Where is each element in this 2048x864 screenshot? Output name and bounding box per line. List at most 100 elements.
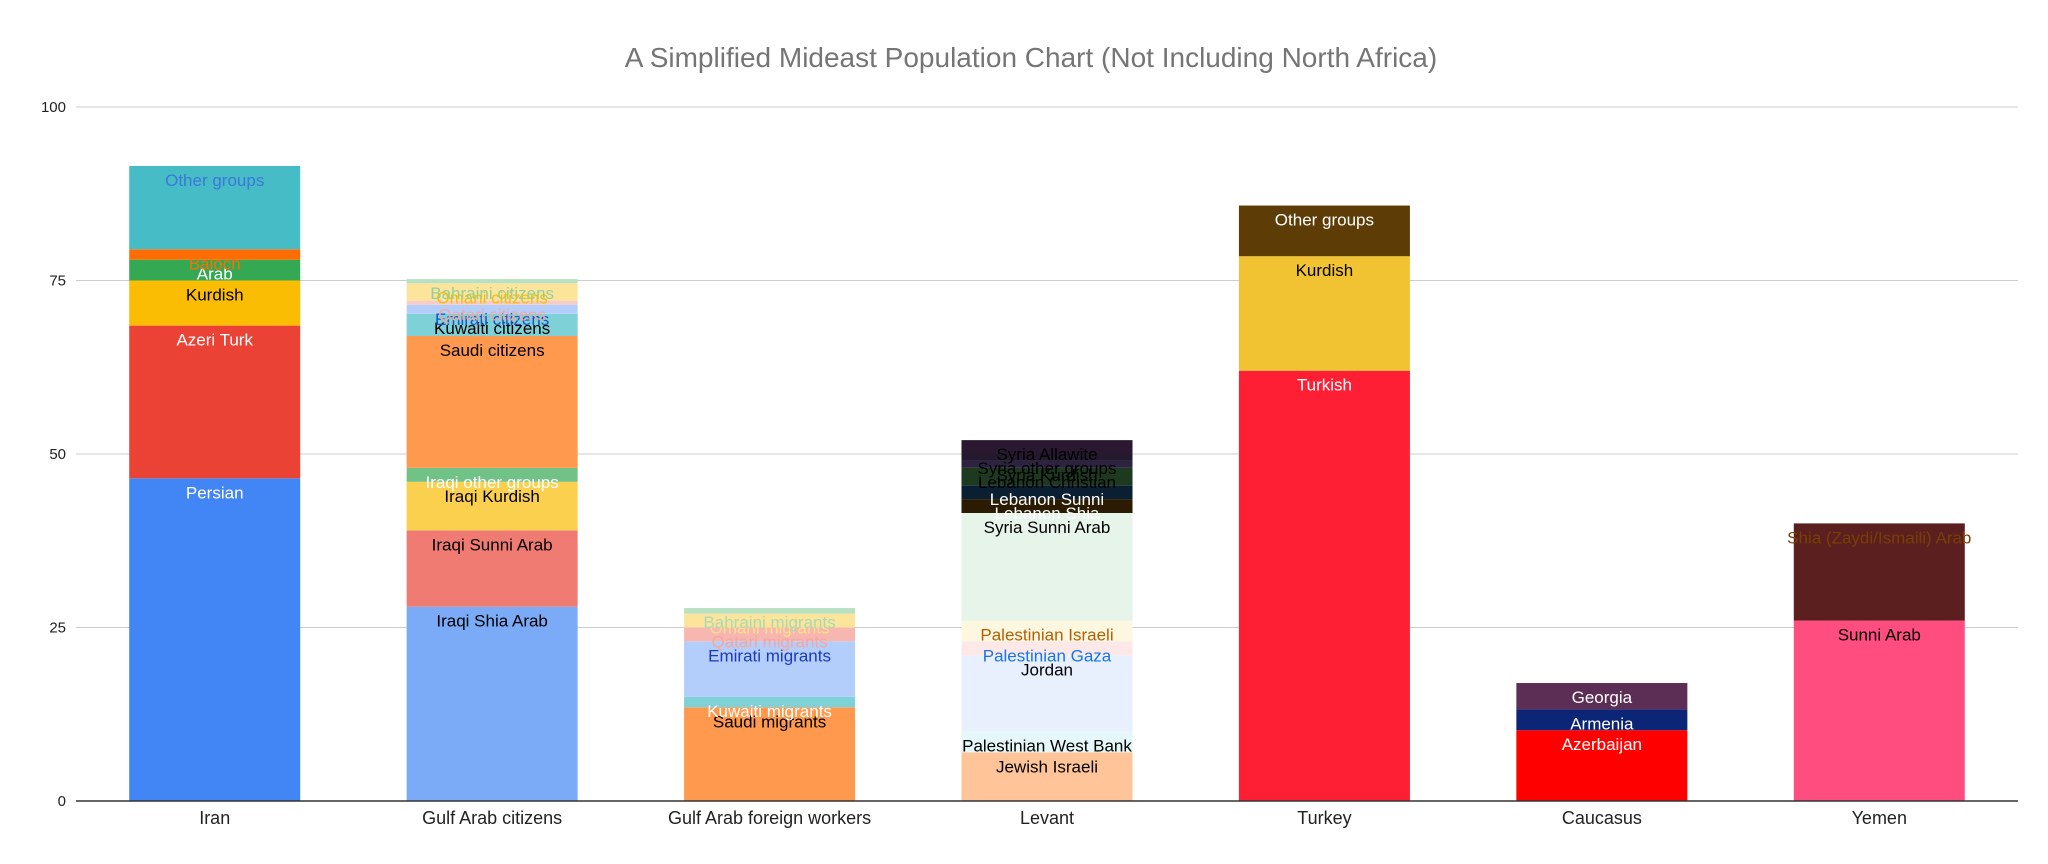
bar-segment bbox=[961, 620, 1133, 642]
bar-segment bbox=[961, 731, 1133, 753]
bar-segment bbox=[961, 467, 1133, 486]
segment-label: Bahraini migrants bbox=[703, 613, 835, 632]
segment-label: Palestinian West Bank bbox=[962, 737, 1132, 756]
bar-segment bbox=[406, 467, 578, 482]
chart-title: A Simplified Mideast Population Chart (N… bbox=[625, 42, 1437, 73]
y-tick-label: 0 bbox=[58, 793, 66, 810]
bar-segment bbox=[961, 655, 1133, 732]
x-tick-label: Iran bbox=[199, 808, 230, 828]
segment-label: Shia (Zaydi/Ismaili) Arab bbox=[1787, 528, 1971, 547]
x-tick-label: Gulf Arab foreign workers bbox=[668, 808, 871, 828]
segment-label: Persian bbox=[186, 483, 244, 502]
bar-segment bbox=[961, 512, 1133, 621]
bar-stack bbox=[684, 608, 856, 801]
segment-label: Saudi citizens bbox=[440, 341, 545, 360]
segment-label: Kuwaiti migrants bbox=[707, 702, 832, 721]
bar-segment bbox=[129, 325, 301, 479]
bar-segment bbox=[961, 641, 1133, 656]
bar-segment bbox=[129, 259, 301, 281]
bar-segment bbox=[406, 300, 578, 305]
bar-segment bbox=[406, 336, 578, 468]
bar-segment bbox=[684, 707, 856, 801]
segment-label: Emirati migrants bbox=[708, 646, 831, 665]
segment-label: Other groups bbox=[165, 171, 264, 190]
bar-segment bbox=[961, 454, 1133, 461]
segment-label: Bahraini citizens bbox=[430, 284, 554, 303]
axes: 0 25 50 75 100 Iran Gulf Arab citizens Gulf Ara… bbox=[41, 99, 2018, 828]
segment-label: Syria Kurdish bbox=[996, 466, 1097, 485]
bar-segment bbox=[961, 460, 1133, 468]
segment-label: Omani migrants bbox=[710, 619, 830, 638]
x-tick-label: Gulf Arab citizens bbox=[422, 808, 562, 828]
bar-segment bbox=[1238, 205, 1410, 257]
bar-segment bbox=[684, 627, 856, 642]
bar-segment bbox=[684, 641, 856, 697]
x-tick-label: Levant bbox=[1020, 808, 1074, 828]
segment-label: Other groups bbox=[1275, 211, 1374, 230]
segment-label: Lebanon Sunni bbox=[990, 490, 1104, 509]
segment-label: Azerbaijan bbox=[1562, 735, 1642, 754]
bar-segment bbox=[684, 613, 856, 628]
bar-segment bbox=[129, 478, 301, 801]
segment-label: Sunni Arab bbox=[1838, 626, 1921, 645]
segment-label: Iraqi Kurdish bbox=[444, 487, 539, 506]
segment-label: Georgia bbox=[1572, 688, 1633, 707]
segment-label: Jordan bbox=[1021, 660, 1073, 679]
segment-label: Qatari migrants bbox=[711, 633, 827, 652]
bar-segment bbox=[1793, 620, 1965, 801]
segment-label: Kurdish bbox=[186, 286, 244, 305]
bar-segment bbox=[684, 696, 856, 708]
y-tick-label: 50 bbox=[49, 446, 66, 463]
bar-segment bbox=[961, 499, 1133, 513]
bar-stack bbox=[1516, 683, 1688, 801]
x-tick-label: Caucasus bbox=[1562, 808, 1642, 828]
bar-stack bbox=[1793, 523, 1965, 801]
x-tick-label: Yemen bbox=[1852, 808, 1907, 828]
bar-segment bbox=[684, 608, 856, 614]
bars bbox=[129, 165, 1965, 801]
bar-segment bbox=[406, 279, 578, 284]
bar-segment bbox=[1516, 709, 1688, 731]
segment-label: Saudi migrants bbox=[713, 712, 826, 731]
segment-label: Baloch bbox=[189, 254, 241, 273]
bar-segment bbox=[406, 313, 578, 337]
bar-segment bbox=[961, 752, 1133, 801]
segment-label: Lebanon Christian bbox=[978, 473, 1116, 492]
segment-label: Qatari citizens bbox=[438, 306, 546, 325]
segment-label: Syria Sunni Arab bbox=[984, 518, 1111, 537]
bar-segment bbox=[129, 165, 301, 250]
segment-label: Syria Allawite bbox=[996, 445, 1097, 464]
bar-stack bbox=[961, 440, 1133, 801]
bar-segment bbox=[406, 530, 578, 607]
segment-label: Azeri Turk bbox=[176, 331, 253, 350]
bar-segment bbox=[406, 606, 578, 801]
segment-label: Emirati citizens bbox=[435, 310, 549, 329]
segment-label: Omani citizens bbox=[436, 288, 547, 307]
bar-segment bbox=[129, 280, 301, 326]
segment-label: Arab bbox=[197, 265, 233, 284]
bar-stack bbox=[1238, 205, 1410, 801]
bar-segment bbox=[1516, 683, 1688, 710]
bar-segment bbox=[406, 283, 578, 301]
segment-label: Syria other groups bbox=[978, 459, 1117, 478]
bar-segment bbox=[961, 440, 1133, 454]
segment-label: Lebanon Shia bbox=[995, 504, 1100, 523]
y-tick-label: 25 bbox=[49, 620, 66, 637]
segment-label: Turkish bbox=[1297, 376, 1352, 395]
y-tick-label: 100 bbox=[41, 99, 66, 116]
bar-stack bbox=[129, 165, 301, 801]
bar-stack bbox=[406, 279, 578, 801]
bar-segment bbox=[406, 304, 578, 314]
segment-label: Palestinian Gaza bbox=[983, 646, 1112, 665]
segment-label: Kurdish bbox=[1296, 261, 1354, 280]
segment-label: Iraqi other groups bbox=[426, 473, 559, 492]
segment-label: Iraqi Shia Arab bbox=[436, 612, 548, 631]
bar-segment bbox=[406, 481, 578, 531]
x-tick-label: Turkey bbox=[1297, 808, 1351, 828]
segment-label: Kuwaiti citizens bbox=[434, 319, 550, 338]
bar-segment bbox=[961, 485, 1133, 500]
y-tick-label: 75 bbox=[49, 273, 66, 290]
bar-segment bbox=[1793, 523, 1965, 621]
